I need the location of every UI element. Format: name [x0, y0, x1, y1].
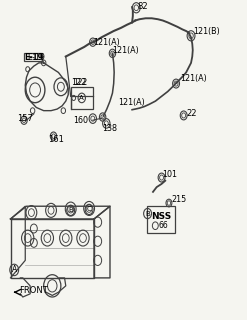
Text: E-19: E-19 — [27, 53, 45, 62]
Text: 122: 122 — [71, 78, 86, 87]
Text: 121(A): 121(A) — [119, 98, 145, 107]
Text: 66: 66 — [159, 221, 168, 230]
Text: 157: 157 — [17, 114, 33, 123]
Text: 215: 215 — [171, 195, 187, 204]
Bar — [147, 206, 175, 233]
Text: 121(A): 121(A) — [112, 46, 139, 55]
Bar — [71, 87, 93, 109]
Text: A: A — [79, 95, 84, 101]
Text: C: C — [87, 206, 91, 212]
Text: 160: 160 — [73, 116, 88, 125]
Text: E-19: E-19 — [24, 53, 43, 62]
Text: 101: 101 — [162, 170, 177, 179]
Text: A: A — [12, 265, 17, 275]
Text: 121(B): 121(B) — [193, 27, 220, 36]
Text: 82: 82 — [138, 2, 148, 11]
Text: 138: 138 — [103, 124, 118, 133]
Text: B: B — [145, 211, 150, 217]
Bar — [24, 53, 42, 61]
Text: NSS: NSS — [151, 212, 171, 221]
Text: 22: 22 — [186, 109, 197, 118]
Text: B: B — [68, 207, 73, 213]
Text: 121(A): 121(A) — [93, 38, 120, 47]
Text: 161: 161 — [49, 135, 64, 144]
Text: 122: 122 — [73, 78, 87, 87]
Text: 121(A): 121(A) — [180, 74, 207, 83]
Text: FRONT: FRONT — [19, 286, 48, 295]
